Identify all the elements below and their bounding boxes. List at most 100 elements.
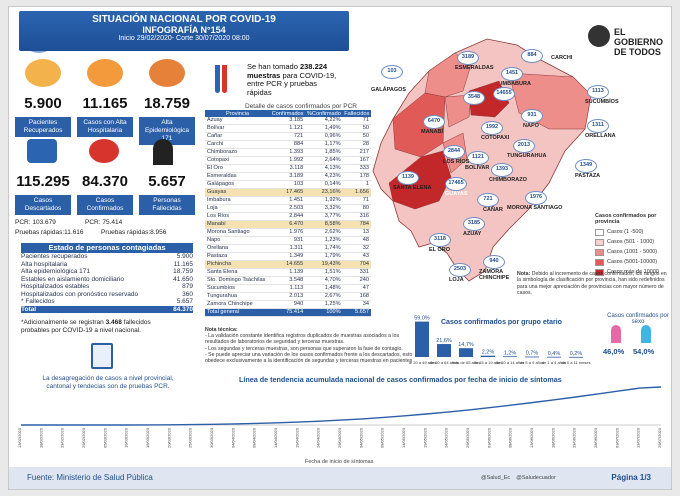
infographic-number: INFOGRAFÍA N°154 [142, 25, 226, 35]
table-cell: 704 [342, 260, 371, 269]
x-tick-label: 28/06/2020 [593, 427, 598, 448]
table-cell: 1,23% [305, 236, 343, 245]
map-label: GALÁPAGOS [371, 87, 407, 93]
province-badge: 2503 [449, 263, 471, 277]
trend-chart-title: Línea de tendencia acumulada nacional de… [239, 375, 562, 384]
table-cell: 1.121 [270, 124, 306, 133]
province-name: Cotopaxi [205, 156, 271, 165]
status-label: Estables en aislamiento domiciliario [21, 275, 124, 283]
x-tick-label: 10/03/2020 [124, 427, 129, 448]
indicator-value: 5.657 [148, 173, 186, 190]
trend-chart: 13/02/2020 18/02/2020 23/02/2020 29/02/2020… [17, 386, 662, 448]
province-badge: 884 [521, 49, 543, 63]
province-badge: 1139 [397, 171, 419, 185]
province-badge: 17465 [445, 177, 467, 191]
age-tick-label: de 5 a 9 años [520, 360, 544, 365]
female-icon [611, 325, 621, 343]
status-label: Hospitalizados estables [21, 283, 90, 290]
document-icon [91, 343, 113, 369]
table-cell: 3.189 [270, 172, 306, 181]
technical-note-title: Nota técnica: [205, 327, 238, 333]
table-cell: 3.185 [270, 117, 306, 125]
santo-domingo-region [444, 94, 472, 128]
table-cell: 28 [342, 140, 371, 149]
age-bar [525, 356, 539, 358]
table-row: Pastaza 1.349 1,79% 43 [205, 252, 371, 261]
probable-deaths-note: *Adicionalmente se registran 3.468 falle… [21, 319, 181, 335]
map-label: SANTA ELENA [393, 185, 432, 191]
age-tick-label: de 10 a 14 años [496, 360, 525, 365]
indicator-label: Personas Fallecidas [139, 195, 195, 215]
status-row: Pacientes recuperados 5.900 [21, 253, 193, 261]
status-row: Alta hospitalaria 11.165 [21, 261, 193, 269]
table-cell: 1,85% [305, 148, 343, 157]
legend-item: Casos más de 10000 [595, 267, 669, 277]
coat-of-arms-icon [587, 25, 610, 47]
age-bar-label: 59,0% [414, 316, 430, 322]
table-cell: 1,92% [305, 196, 343, 205]
map-label: ORELLANA [585, 133, 616, 139]
province-badge: 1113 [587, 85, 609, 99]
province-badge: 6470 [423, 115, 445, 129]
map-label: IMBABURA [501, 81, 531, 87]
age-chart: 59,0% de 20 a 49 años 21,6% de 50 a 64 años… [409, 316, 591, 365]
age-bar [503, 356, 517, 358]
map-label: EL ORO [429, 247, 450, 253]
table-cell: 43 [342, 252, 371, 261]
map-label: CHIMBORAZO [489, 177, 527, 183]
map-label: MORONA SANTIAGO [507, 205, 563, 211]
table-cell: 1,79% [305, 252, 343, 261]
table-cell: 2.503 [270, 204, 306, 213]
table-cell: 940 [270, 300, 306, 309]
province-name: Carchi [205, 140, 271, 149]
table-cell: 71 [342, 196, 371, 205]
tests-text: entre PCR y pruebas [247, 79, 318, 88]
age-tick-label: de 0 a 11 meses [561, 360, 590, 365]
table-cell: 168 [342, 292, 371, 301]
table-cell: 2,64% [305, 156, 343, 165]
legend-item: Casos (1001 - 5000) [595, 247, 669, 257]
age-tick-label: de 20 a 49 años [409, 360, 436, 365]
footer-source: Fuente: Ministerio de Salud Pública [27, 473, 153, 482]
table-cell: 1,48% [305, 284, 343, 293]
technical-note-line: - Se puede apreciar una variación de los… [205, 351, 413, 358]
province-name: El Oro [205, 164, 271, 173]
table-cell: 50 [342, 124, 371, 133]
map-label: SUCUMBÍOS [585, 99, 619, 105]
indicator-label: Pacientes Recuperados [15, 117, 71, 137]
table-cell: 1,49% [305, 124, 343, 133]
table-cell: 333 [342, 164, 371, 173]
legend-swatch [595, 248, 604, 256]
province-table-title: Detalle de casos confirmados por PCR [245, 103, 357, 110]
x-tick-label: 29/02/2020 [81, 427, 86, 448]
x-tick-label: 13/07/2020 [636, 427, 641, 448]
table-cell: 1.113 [270, 284, 306, 293]
indicator-value: 84.370 [82, 173, 128, 190]
pcr-disaggregation-note: La desagregación de casos a nivel provin… [42, 375, 174, 390]
table-cell: 14.655 [270, 260, 306, 269]
province-name: Sucumbíos [205, 284, 271, 293]
x-tick-label: 09/05/2020 [380, 427, 385, 448]
age-chart-title: Casos confirmados por grupo etario [441, 319, 562, 326]
table-cell: 4,23% [305, 172, 343, 181]
table-cell: 167 [342, 156, 371, 165]
technical-note: Nota técnica: - La validación constante … [205, 327, 413, 364]
note-prefix: *Adicionalmente se registran [21, 319, 104, 326]
table-row: Sucumbíos 1.113 1,48% 47 [205, 284, 371, 293]
map-label: TUNGURAHUA [507, 153, 547, 159]
status-section-title: Estado de personas contagiadas [21, 243, 193, 253]
status-table: Pacientes recuperados 5.900 Alta hospital… [21, 253, 193, 313]
table-cell: 1,17% [305, 140, 343, 149]
age-bar [415, 321, 429, 357]
x-tick-label: 23/02/2020 [60, 427, 65, 448]
table-cell: 884 [270, 140, 306, 149]
province-name: Pastaza [205, 252, 271, 261]
province-name: Los Ríos [205, 212, 271, 221]
table-cell: 240 [342, 276, 371, 285]
map-label: AZUAY [463, 231, 482, 237]
status-row: * Fallecidos 5.657 [21, 298, 193, 306]
table-cell: 3,32% [305, 204, 343, 213]
province-name: Guayas [205, 188, 271, 197]
province-badge: 3118 [429, 233, 451, 247]
age-bar [569, 356, 583, 358]
